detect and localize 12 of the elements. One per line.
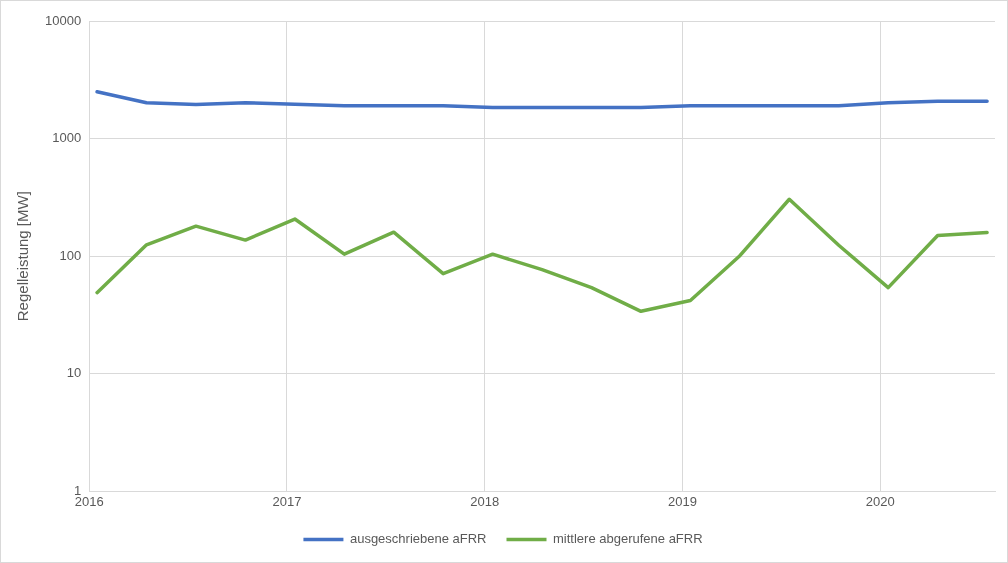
legend-label: ausgeschriebene aFRR xyxy=(349,531,487,547)
x-tick-label: 2017 xyxy=(272,493,302,509)
y-tick-label: 10000 xyxy=(44,12,82,28)
y-tick-label: 1 xyxy=(73,482,82,498)
y-axis-title: Regelleistung [MW] xyxy=(14,191,32,322)
y-tick-label: 100 xyxy=(59,247,82,263)
x-tick-label: 2019 xyxy=(668,493,697,509)
y-tick-label: 10 xyxy=(66,365,82,381)
legend-label: mittlere abgerufene aFRR xyxy=(553,531,703,547)
y-tick-label: 1000 xyxy=(52,130,82,146)
x-tick-label: 2020 xyxy=(865,493,895,509)
x-tick-label: 2018 xyxy=(470,493,500,509)
